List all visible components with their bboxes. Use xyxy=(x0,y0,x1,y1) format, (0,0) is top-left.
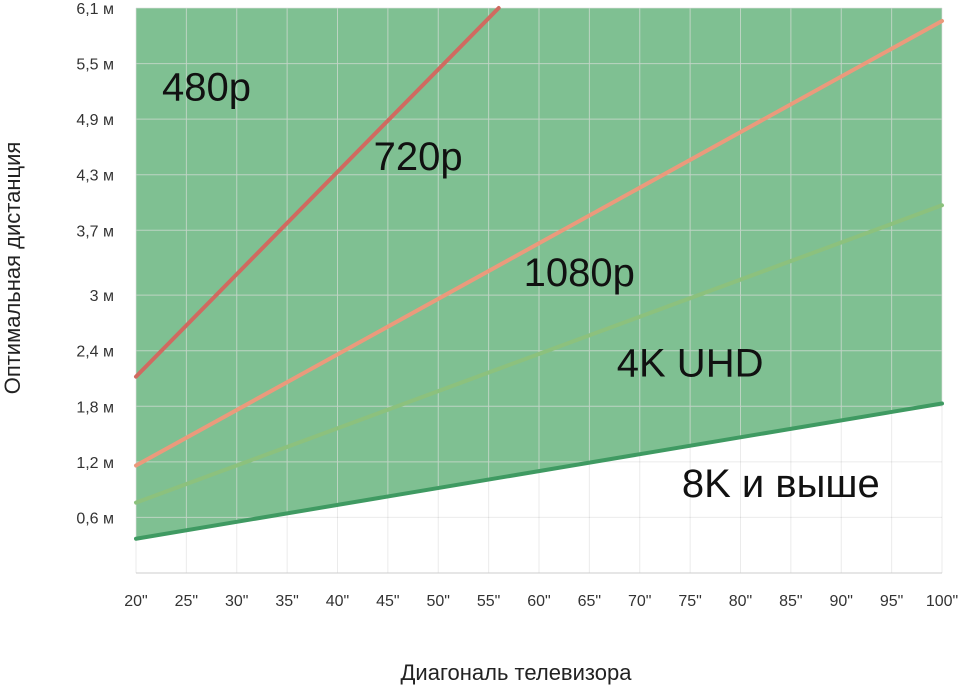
x-tick-label: 65" xyxy=(578,593,601,610)
x-tick-label: 80" xyxy=(729,593,752,610)
x-tick-label: 35" xyxy=(275,593,298,610)
y-tick-label: 5,5 м xyxy=(76,57,114,74)
y-tick-label: 4,9 м xyxy=(76,112,114,129)
series-line-4 xyxy=(134,401,944,541)
series-lines xyxy=(134,6,944,541)
x-tick-label: 30" xyxy=(225,593,248,610)
series-line-2 xyxy=(134,18,944,468)
y-tick-label: 1,2 м xyxy=(76,455,114,472)
y-tick-label: 3 м xyxy=(90,288,114,305)
x-tick-label: 55" xyxy=(477,593,500,610)
x-tick-label: 85" xyxy=(779,593,802,610)
y-tick-label: 3,7 м xyxy=(76,223,114,240)
x-axis-ticks: 20" 25" 30" 35" 40" 45" 50" 55" 60" 65" 70" 75" 80" 8… xyxy=(124,593,958,610)
series-line-1 xyxy=(134,6,501,379)
zone-label-3: 1080p xyxy=(524,251,635,295)
y-tick-label: 4,3 м xyxy=(76,168,114,185)
x-tick-label: 100" xyxy=(926,593,958,610)
zone-label-5: 8K и выше xyxy=(682,462,880,506)
x-tick-label: 70" xyxy=(628,593,651,610)
y-axis-ticks: 0,6 м 1,2 м 1,8 м 2,4 м 3 м 3,7 м 4,3 м 4,9 м 5,… xyxy=(76,1,114,527)
x-axis-title: Диагональ телевизора xyxy=(401,660,633,685)
zone-label-2: 720p xyxy=(374,135,463,179)
x-tick-label: 95" xyxy=(880,593,903,610)
y-axis-title: Оптимальная дистанция xyxy=(0,142,25,395)
zone-labels: 480p 720p 1080p 4K UHD 8K и выше xyxy=(162,66,880,506)
x-tick-label: 40" xyxy=(326,593,349,610)
x-tick-label: 50" xyxy=(427,593,450,610)
x-tick-label: 90" xyxy=(830,593,853,610)
y-tick-label: 6,1 м xyxy=(76,1,114,18)
y-tick-label: 1,8 м xyxy=(76,399,114,416)
x-tick-label: 75" xyxy=(678,593,701,610)
grid-lines xyxy=(135,7,943,574)
x-tick-label: 45" xyxy=(376,593,399,610)
y-tick-label: 0,6 м xyxy=(76,510,114,527)
y-tick-label: 2,4 м xyxy=(76,344,114,361)
x-tick-label: 60" xyxy=(527,593,550,610)
series-line-3 xyxy=(134,203,944,505)
zone-label-4: 4K UHD xyxy=(617,342,764,386)
x-tick-label: 25" xyxy=(175,593,198,610)
zone-label-1: 480p xyxy=(162,66,251,110)
x-tick-label: 20" xyxy=(124,593,147,610)
